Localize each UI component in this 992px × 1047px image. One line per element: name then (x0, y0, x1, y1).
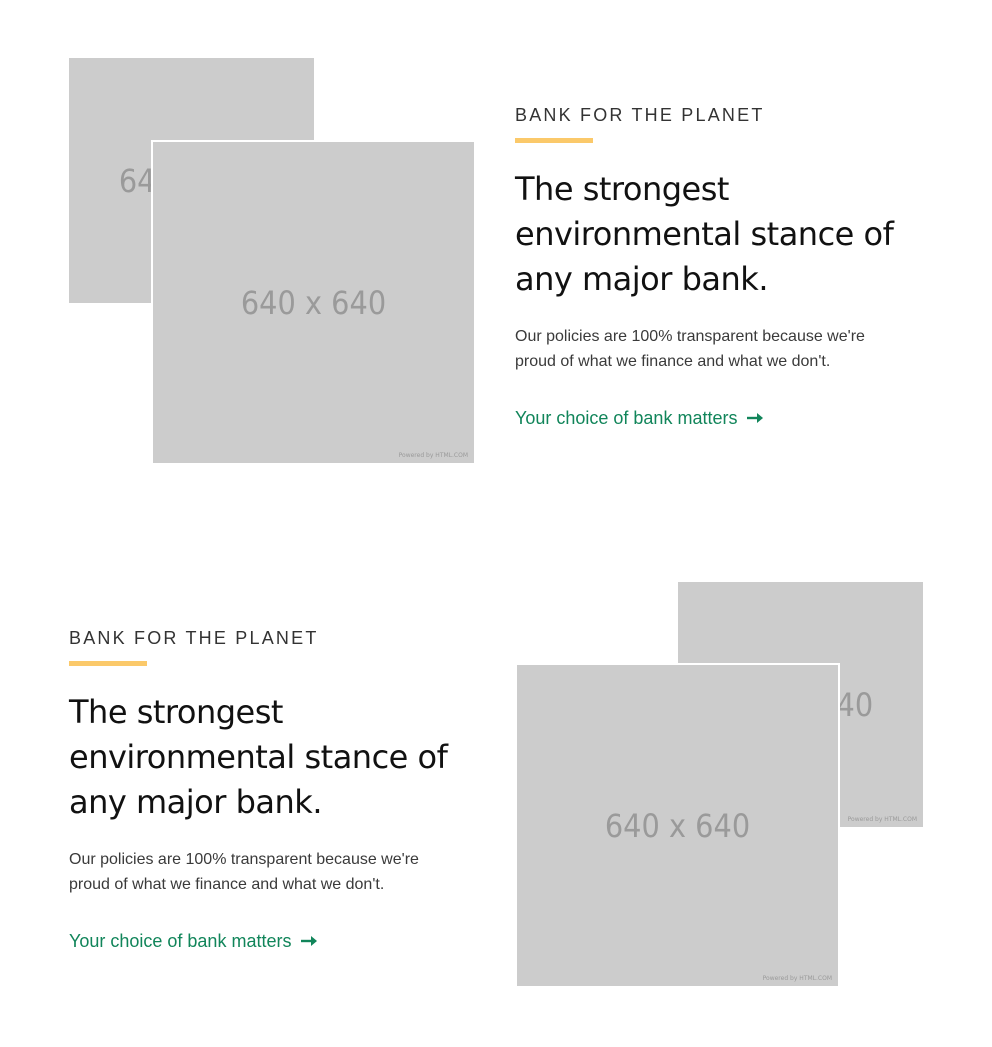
eyebrow-underline (69, 661, 147, 666)
cta-link[interactable]: Your choice of bank matters (515, 407, 765, 429)
placeholder-credit: Powered by HTML.COM (398, 452, 468, 459)
headline: The strongest environmental stance of an… (515, 170, 894, 298)
placeholder-image-front: 640 x 640 Powered by HTML.COM (515, 663, 840, 988)
cta-label: Your choice of bank matters (69, 931, 292, 951)
placeholder-credit: Powered by HTML.COM (847, 816, 917, 823)
arrow-right-icon (747, 413, 764, 423)
body-copy: Our policies are 100% transparent becaus… (69, 851, 419, 893)
placeholder-image-label: 640 x 640 (240, 284, 387, 322)
arrow-right-icon (301, 936, 318, 946)
feature-section-2: BANK FOR THE PLANET The strongest enviro… (0, 520, 992, 1047)
placeholder-image-label: 640 x 640 (604, 807, 751, 845)
eyebrow-label: BANK FOR THE PLANET (69, 628, 319, 648)
feature-section-1: 640 x 640 640 x 640 Powered by HTML.COM … (0, 0, 992, 520)
body-copy: Our policies are 100% transparent becaus… (515, 328, 865, 370)
placeholder-credit: Powered by HTML.COM (762, 975, 832, 982)
cta-label: Your choice of bank matters (515, 408, 738, 428)
cta-link[interactable]: Your choice of bank matters (69, 930, 319, 952)
headline: The strongest environmental stance of an… (69, 693, 448, 821)
feature-text: BANK FOR THE PLANET The strongest enviro… (515, 104, 915, 429)
eyebrow-label: BANK FOR THE PLANET (515, 105, 765, 125)
placeholder-image-front: 640 x 640 Powered by HTML.COM (151, 140, 476, 465)
feature-text: BANK FOR THE PLANET The strongest enviro… (69, 627, 469, 952)
eyebrow-underline (515, 138, 593, 143)
